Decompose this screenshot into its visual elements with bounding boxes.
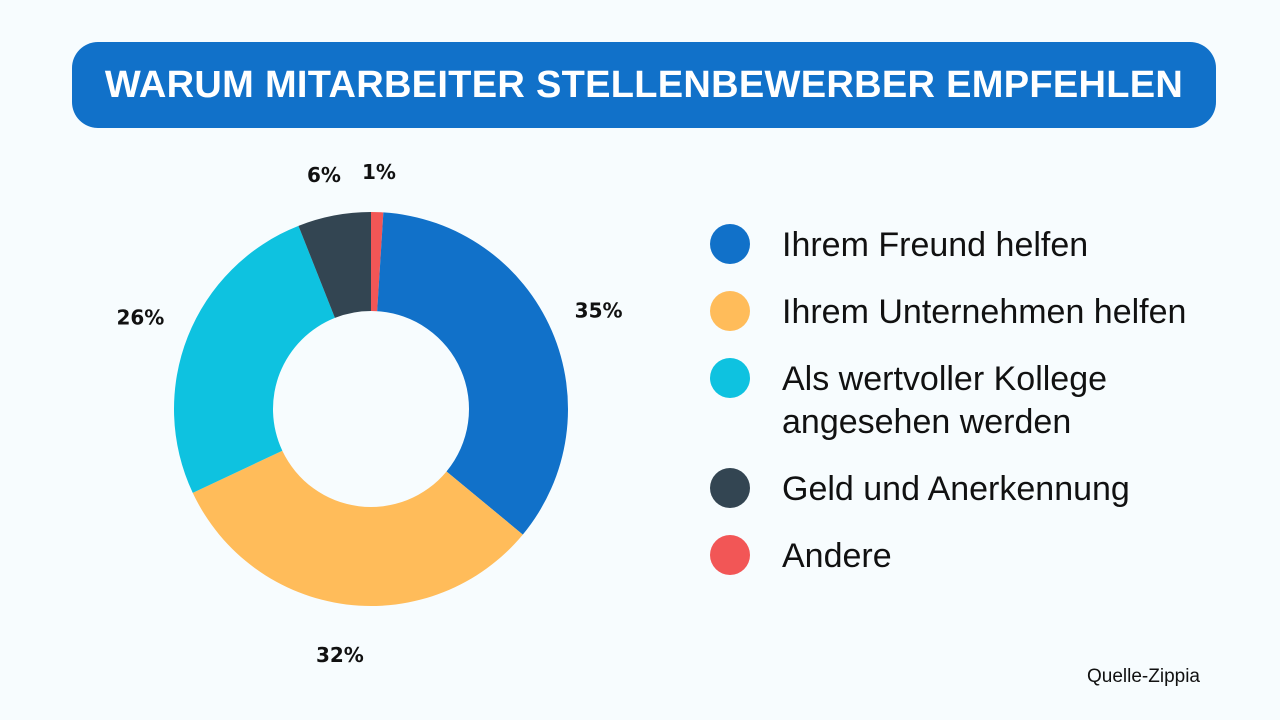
legend-swatch bbox=[710, 358, 750, 398]
legend-item: Als wertvoller Kollege angesehen werden bbox=[710, 358, 1222, 444]
legend-label: Ihrem Unternehmen helfen bbox=[782, 293, 1187, 331]
legend-swatch bbox=[710, 535, 750, 575]
source-note: Quelle-Zippia bbox=[1087, 666, 1200, 687]
legend-item: Andere bbox=[710, 535, 1222, 578]
data-label: 26% bbox=[116, 306, 164, 330]
slice-4 bbox=[298, 212, 371, 318]
legend-swatch bbox=[710, 291, 750, 331]
legend-label: Ihrem Freund helfen bbox=[782, 226, 1089, 264]
slice-2 bbox=[192, 450, 523, 607]
legend-item: Ihrem Freund helfen bbox=[710, 224, 1222, 267]
data-label: 1% bbox=[362, 160, 396, 184]
data-label: 32% bbox=[316, 643, 364, 667]
legend-label: Als wertvoller Kollege angesehen werden bbox=[782, 360, 1108, 441]
title-banner: WARUM MITARBEITER STELLENBEWERBER EMPFEH… bbox=[72, 42, 1216, 128]
slice-0 bbox=[371, 212, 384, 312]
slice-3 bbox=[173, 225, 335, 493]
legend-label: Andere bbox=[782, 537, 892, 575]
data-label: 6% bbox=[307, 163, 341, 187]
legend-label: Geld und Anerkennung bbox=[782, 470, 1130, 508]
legend: Ihrem Freund helfen Ihrem Unternehmen hel… bbox=[710, 224, 1222, 602]
slice-1 bbox=[377, 212, 568, 535]
legend-swatch bbox=[710, 224, 750, 264]
legend-swatch bbox=[710, 468, 750, 508]
chart-title: WARUM MITARBEITER STELLENBEWERBER EMPFEH… bbox=[104, 63, 1184, 106]
legend-item: Geld und Anerkennung bbox=[710, 468, 1222, 511]
data-label: 35% bbox=[575, 299, 623, 323]
legend-item: Ihrem Unternehmen helfen bbox=[710, 291, 1222, 334]
